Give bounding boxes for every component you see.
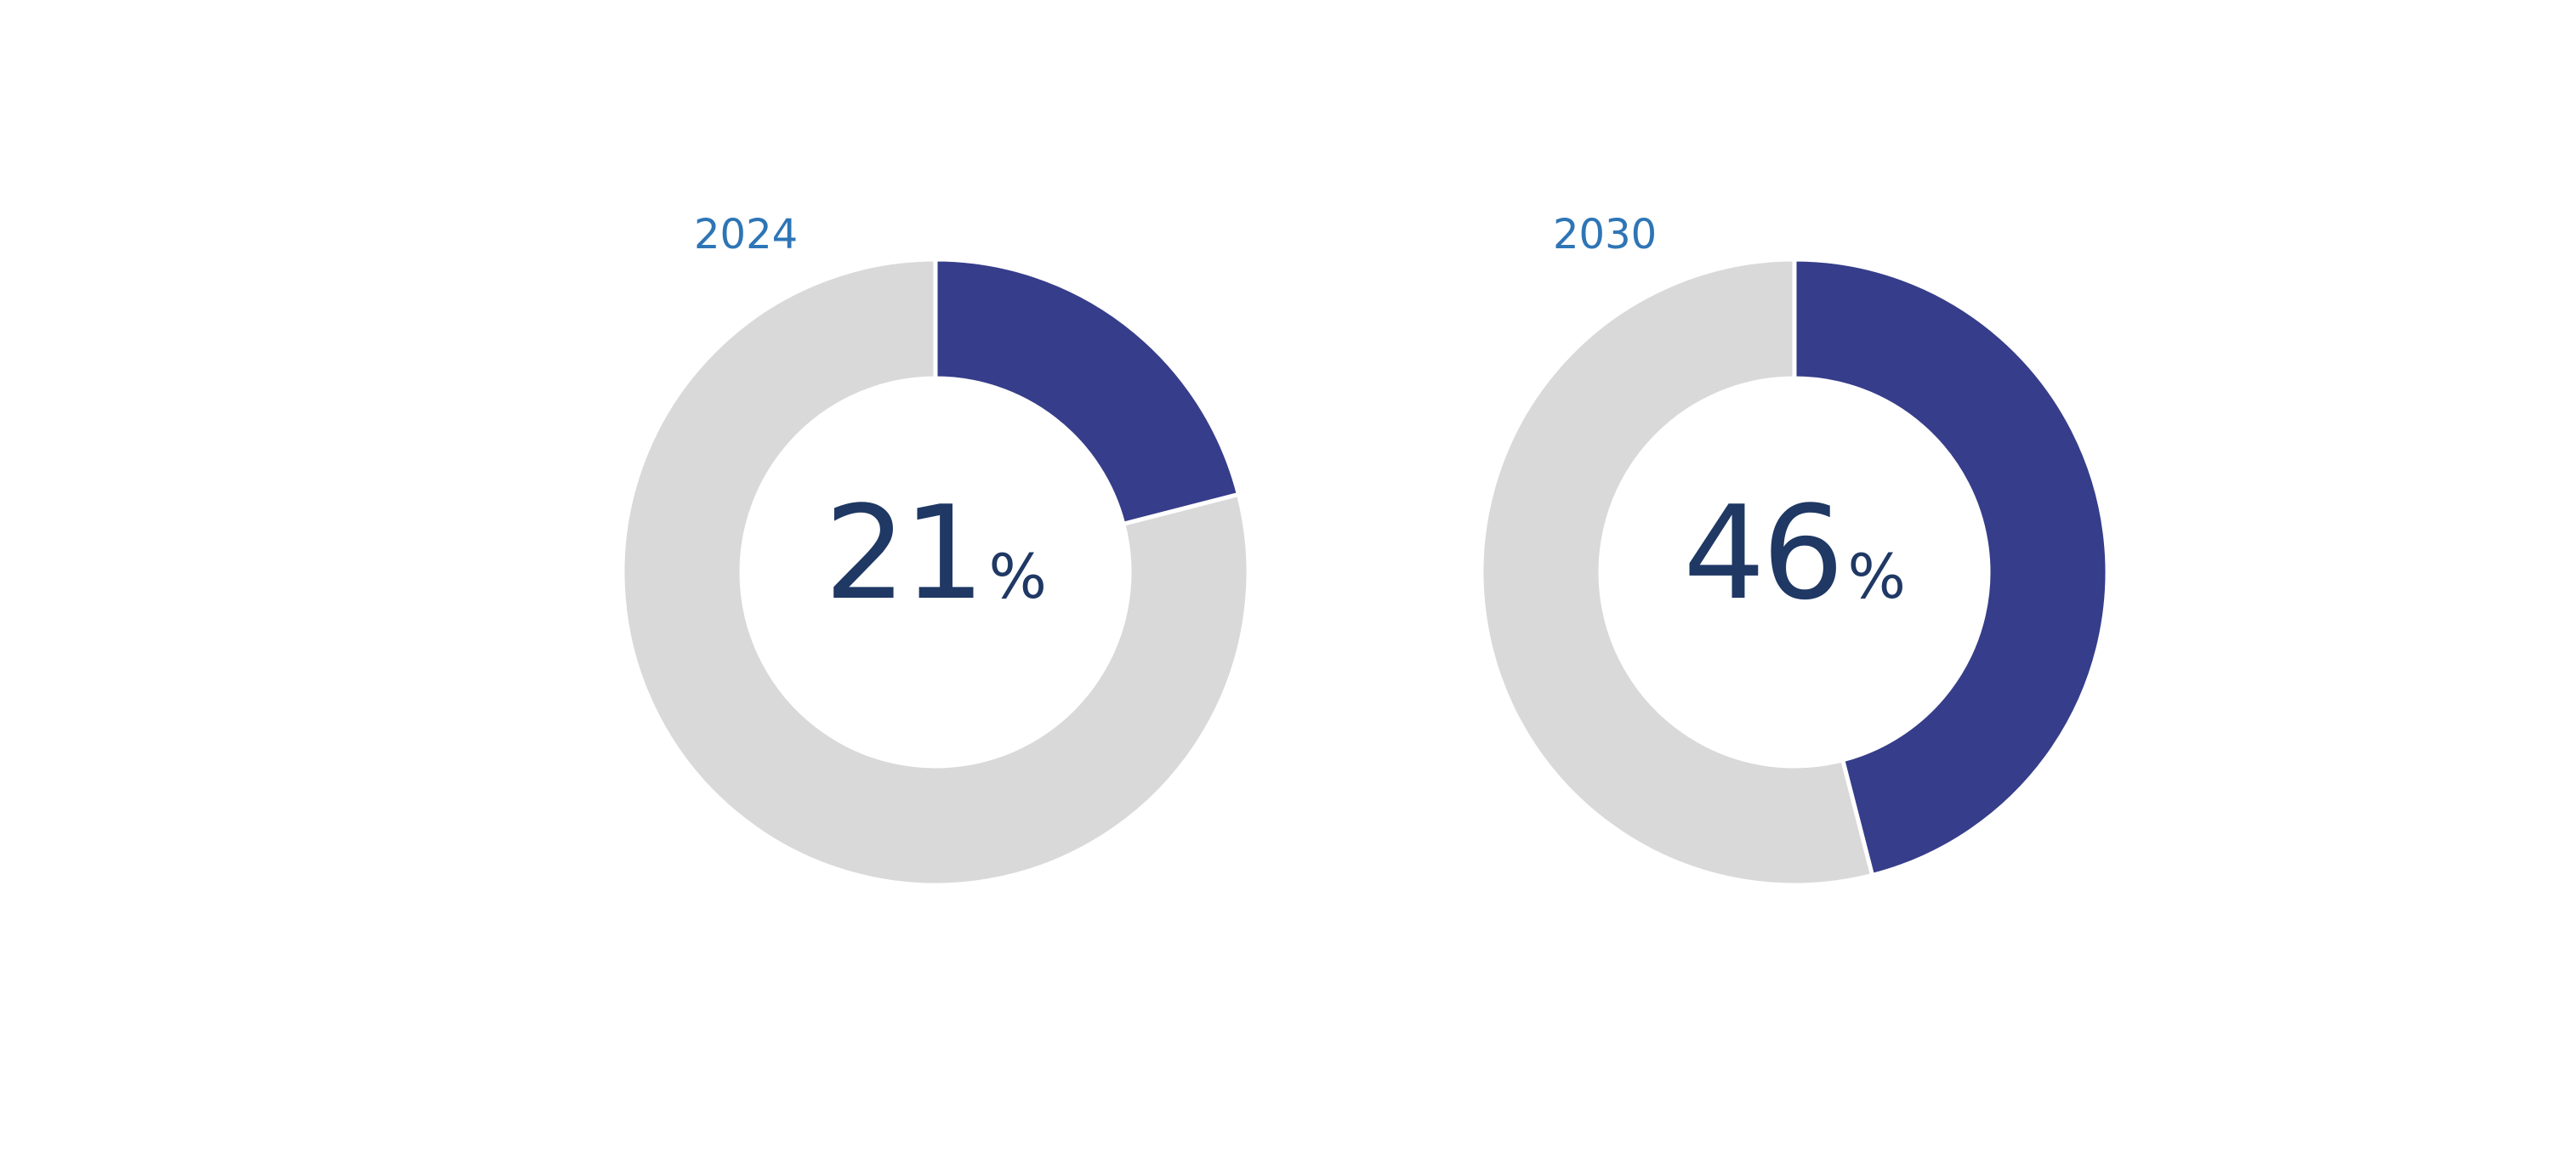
center-value: 46%	[1480, 489, 2109, 618]
donut-panel-2030: 2030 46%	[1479, 0, 2160, 1164]
donut-panel-2024: 2024 21%	[620, 0, 1301, 1164]
center-unit: %	[1847, 541, 1906, 612]
donut-remainder-slice	[620, 257, 1251, 888]
donut-remainder-slice	[1479, 257, 1875, 888]
donut-filled-slice	[933, 257, 1242, 527]
donut-title: 2030	[1553, 211, 1658, 258]
center-number: 21	[824, 478, 985, 628]
donut-filled-slice	[1792, 257, 2110, 878]
center-number: 46	[1683, 478, 1844, 628]
donut-title: 2024	[694, 211, 799, 258]
donut-chart-svg	[1479, 257, 2110, 888]
center-value: 21%	[621, 489, 1250, 618]
center-unit: %	[988, 541, 1047, 612]
donut-chart-svg	[620, 257, 1251, 888]
